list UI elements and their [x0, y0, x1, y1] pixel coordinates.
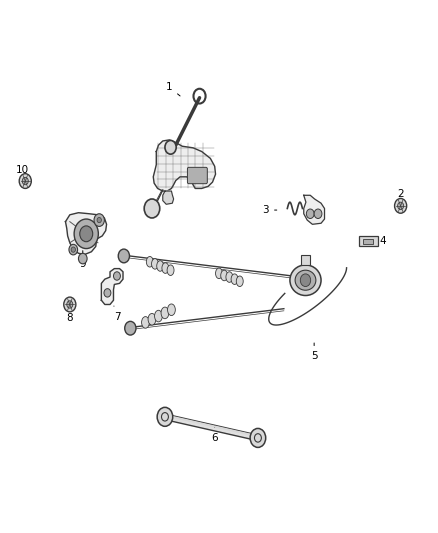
- Polygon shape: [101, 269, 123, 304]
- Circle shape: [250, 429, 266, 447]
- Circle shape: [125, 321, 136, 335]
- Circle shape: [69, 244, 78, 255]
- Ellipse shape: [226, 272, 233, 282]
- Ellipse shape: [168, 304, 175, 316]
- Polygon shape: [153, 140, 215, 191]
- Circle shape: [97, 217, 101, 223]
- Polygon shape: [66, 213, 106, 254]
- Circle shape: [157, 407, 173, 426]
- Text: 3: 3: [262, 205, 277, 215]
- Ellipse shape: [146, 256, 153, 267]
- Ellipse shape: [152, 259, 159, 269]
- Circle shape: [395, 198, 406, 213]
- Text: 1: 1: [166, 82, 180, 96]
- Circle shape: [71, 247, 75, 252]
- Bar: [363, 239, 373, 244]
- Circle shape: [314, 209, 322, 219]
- Circle shape: [165, 140, 176, 154]
- Text: 7: 7: [114, 306, 121, 321]
- Ellipse shape: [295, 270, 316, 290]
- Circle shape: [118, 249, 130, 263]
- Polygon shape: [304, 195, 325, 224]
- Ellipse shape: [290, 265, 321, 295]
- Circle shape: [80, 226, 93, 241]
- Ellipse shape: [236, 276, 243, 287]
- Circle shape: [113, 272, 120, 280]
- Circle shape: [67, 301, 73, 308]
- Bar: [301, 255, 310, 265]
- Ellipse shape: [161, 307, 169, 319]
- Circle shape: [19, 174, 32, 189]
- Text: 8: 8: [67, 304, 73, 322]
- Circle shape: [104, 289, 111, 297]
- Ellipse shape: [215, 268, 223, 279]
- Text: 2: 2: [397, 189, 404, 204]
- Text: 4: 4: [373, 236, 386, 246]
- Ellipse shape: [155, 310, 162, 322]
- Text: 10: 10: [16, 165, 29, 181]
- Ellipse shape: [167, 265, 174, 276]
- Ellipse shape: [221, 270, 228, 281]
- Circle shape: [144, 199, 160, 218]
- Text: 5: 5: [311, 343, 318, 361]
- Circle shape: [306, 209, 314, 219]
- Circle shape: [64, 297, 76, 312]
- Ellipse shape: [162, 263, 169, 273]
- Circle shape: [22, 177, 28, 185]
- Text: 6: 6: [212, 426, 218, 443]
- Ellipse shape: [231, 274, 238, 285]
- FancyBboxPatch shape: [187, 167, 207, 184]
- Circle shape: [300, 274, 311, 287]
- Circle shape: [78, 253, 87, 264]
- Circle shape: [74, 219, 99, 248]
- Circle shape: [398, 202, 404, 209]
- Ellipse shape: [157, 261, 164, 271]
- Polygon shape: [163, 191, 173, 204]
- Bar: [359, 237, 378, 246]
- Text: 9: 9: [79, 251, 86, 269]
- Ellipse shape: [141, 317, 149, 328]
- Ellipse shape: [148, 313, 156, 325]
- Circle shape: [94, 214, 104, 227]
